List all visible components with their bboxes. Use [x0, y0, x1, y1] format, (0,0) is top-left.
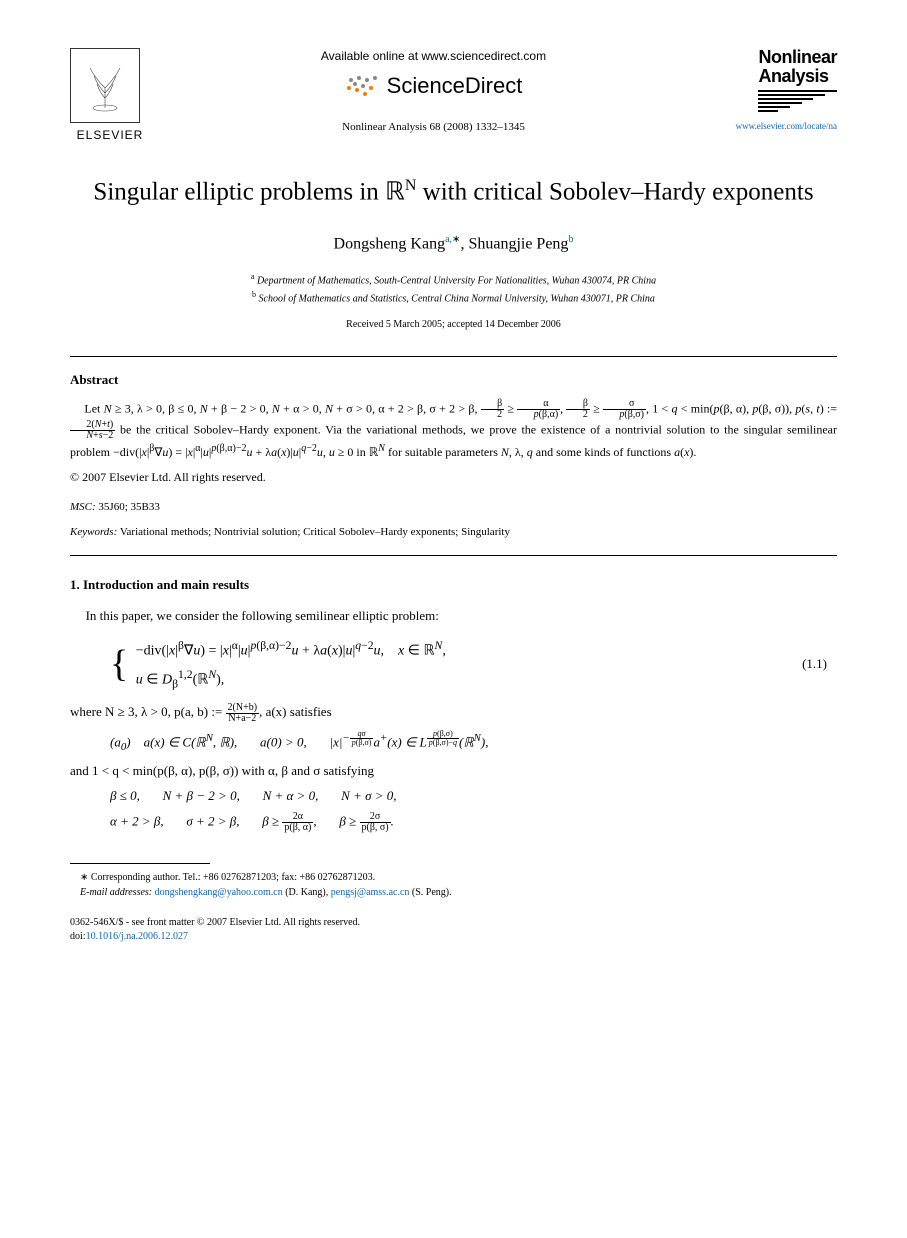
condition-line-2: α + 2 > β, σ + 2 > β, β ≥ 2αp(β, α), β ≥… [110, 812, 837, 833]
author-2-affil-sup[interactable]: b [568, 234, 573, 245]
frac-den: p(β, σ) [360, 823, 391, 833]
msc-line: MSC: 35J60; 35B33 [70, 500, 837, 515]
available-online-text: Available online at www.sciencedirect.co… [170, 48, 697, 65]
condition-line-1: β ≤ 0, N + β − 2 > 0, N + α > 0, N + σ >… [110, 787, 837, 805]
corresponding-author-note: ∗ Corresponding author. Tel.: +86 027628… [70, 870, 837, 885]
section-1-p3: and 1 < q < min(p(β, α), p(β, σ)) with α… [70, 761, 837, 782]
elsevier-label: ELSEVIER [70, 127, 150, 144]
footnote-rule [70, 863, 210, 864]
journal-homepage-link[interactable]: www.elsevier.com/locate/na [717, 120, 837, 133]
equation-1-1: { −div(|x|β∇u) = |x|α|u|p(β,α)−2u + λa(x… [110, 635, 837, 694]
doi-label: doi: [70, 931, 86, 942]
frac-num: 2(N+b) [226, 703, 260, 714]
msc-label: MSC: [70, 501, 96, 513]
keywords-label: Keywords: [70, 526, 117, 538]
journal-logo: Nonlinear Analysis [758, 48, 837, 114]
author-1: Dongsheng Kang [334, 235, 446, 252]
journal-logo-stripes-icon [758, 90, 837, 112]
section-1-p2: where N ≥ 3, λ > 0, p(a, b) := 2(N+b)N+a… [70, 702, 837, 724]
p2-part-b: , a(x) satisfies [259, 704, 332, 719]
article-page: ELSEVIER Available online at www.science… [0, 0, 907, 984]
author-1-affil-sup[interactable]: a, [445, 234, 452, 245]
journal-logo-line2: Analysis [758, 67, 837, 86]
email-link-2[interactable]: pengsj@amss.ac.cn [331, 887, 410, 898]
authors-line: Dongsheng Kanga,∗, Shuangjie Pengb [70, 233, 837, 256]
author-2: , Shuangjie Peng [460, 235, 568, 252]
front-matter-text: 0362-546X/$ - see front matter © 2007 El… [70, 916, 837, 930]
frac-den: N+a−2 [226, 714, 260, 724]
journal-logo-block: Nonlinear Analysis www.elsevier.com/loca… [717, 48, 837, 132]
publisher-logo-block: ELSEVIER [70, 48, 150, 144]
condition-a0: (a0) a(x) ∈ C(ℝN, ℝ), a(0) > 0, |x|−qσp(… [110, 730, 837, 755]
journal-logo-line1: Nonlinear [758, 48, 837, 67]
abstract-text: Let N ≥ 3, λ > 0, β ≤ 0, N + β − 2 > 0, … [70, 399, 837, 461]
elsevier-tree-icon [70, 48, 140, 123]
email-2-name: (S. Peng). [409, 887, 451, 898]
keywords-list: Variational methods; Nontrivial solution… [120, 526, 510, 538]
frac-num: 2α [282, 812, 313, 823]
section-1-p1: In this paper, we consider the following… [70, 606, 837, 627]
footnotes-block: ∗ Corresponding author. Tel.: +86 027628… [70, 870, 837, 900]
equation-number: (1.1) [802, 655, 837, 673]
sciencedirect-text: ScienceDirect [387, 71, 523, 102]
journal-citation: Nonlinear Analysis 68 (2008) 1332–1345 [170, 120, 697, 135]
email-label: E-mail addresses: [80, 887, 152, 898]
title-superscript: N [405, 177, 417, 194]
affiliations-block: a Department of Mathematics, South-Centr… [70, 271, 837, 306]
header-center: Available online at www.sciencedirect.co… [150, 48, 717, 135]
email-link-1[interactable]: dongshengkang@yahoo.com.cn [155, 887, 283, 898]
abstract-heading: Abstract [70, 371, 837, 389]
article-dates: Received 5 March 2005; accepted 14 Decem… [70, 318, 837, 332]
affiliation-b: School of Mathematics and Statistics, Ce… [259, 293, 655, 304]
abstract-body: Let N ≥ 3, λ > 0, β ≤ 0, N + β − 2 > 0, … [70, 399, 837, 461]
abstract-copyright: © 2007 Elsevier Ltd. All rights reserved… [70, 469, 837, 486]
section-1-heading: 1. Introduction and main results [70, 576, 837, 594]
front-matter-block: 0362-546X/$ - see front matter © 2007 El… [70, 916, 837, 944]
email-1-name: (D. Kang), [283, 887, 331, 898]
keywords-line: Keywords: Variational methods; Nontrivia… [70, 525, 837, 540]
sciencedirect-logo[interactable]: ScienceDirect [345, 71, 523, 102]
email-addresses-line: E-mail addresses: dongshengkang@yahoo.co… [70, 885, 837, 900]
doi-link[interactable]: 10.1016/j.na.2006.12.027 [86, 931, 189, 942]
header-row: ELSEVIER Available online at www.science… [70, 48, 837, 144]
separator-rule-2 [70, 555, 837, 556]
p2-part-a: where N ≥ 3, λ > 0, p(a, b) := [70, 704, 226, 719]
sciencedirect-dots-icon [345, 74, 381, 98]
frac-num: 2σ [360, 812, 391, 823]
frac-den: p(β, α) [282, 823, 313, 833]
article-title: Singular elliptic problems in ℝ with cri… [70, 176, 837, 209]
affiliation-a: Department of Mathematics, South-Central… [257, 276, 656, 287]
separator-rule [70, 356, 837, 357]
msc-codes: 35J60; 35B33 [98, 501, 159, 513]
